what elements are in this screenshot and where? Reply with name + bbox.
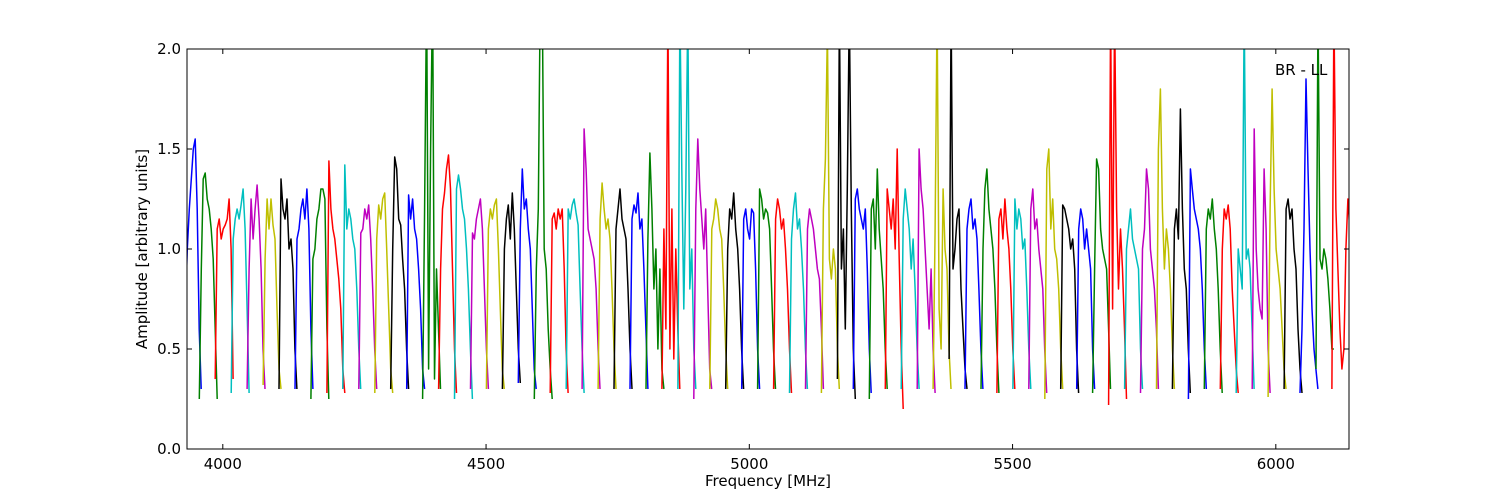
segment-line-44 <box>884 148 904 410</box>
segment-line-7 <box>294 188 314 390</box>
segment-line-9 <box>326 160 346 394</box>
segment-line-0 <box>187 138 202 390</box>
segment-line-31 <box>677 49 697 390</box>
segment-line-20 <box>501 192 522 390</box>
segment-line-40 <box>820 49 841 394</box>
segment-line-30 <box>661 49 681 390</box>
segment-line-47 <box>932 49 952 390</box>
segment-line-58 <box>1107 49 1128 406</box>
segment-line-1 <box>198 172 218 400</box>
plot-frame <box>186 48 1350 450</box>
segment-line-27 <box>613 188 633 390</box>
segment-line-35 <box>740 208 761 390</box>
segment-line-24 <box>565 198 585 394</box>
segment-line-5 <box>262 198 282 390</box>
x-tick-label: 5500 <box>993 455 1031 473</box>
segment-line-62 <box>1171 108 1192 394</box>
ticks-group: 4000 4500 5000 5500 6000 0.0 0.5 1.0 1.5 2.0 <box>157 40 1349 473</box>
segment-line-59 <box>1123 208 1144 390</box>
segment-line-36 <box>756 188 777 390</box>
x-tick-label: 6000 <box>1257 455 1295 473</box>
segment-line-34 <box>724 192 745 390</box>
series-group <box>187 49 1349 410</box>
y-tick-label: 1.0 <box>157 240 181 258</box>
segment-line-69 <box>1283 198 1303 394</box>
x-tick-label: 4500 <box>467 455 505 473</box>
segment-line-19 <box>485 198 506 390</box>
segment-line-48 <box>948 49 968 390</box>
segment-line-37 <box>772 198 793 394</box>
segment-line-43 <box>868 168 888 400</box>
segment-line-41 <box>836 49 857 400</box>
segment-line-65 <box>1219 204 1239 394</box>
x-tick-label: 5000 <box>730 455 768 473</box>
segment-line-18 <box>469 198 490 390</box>
segment-line-26 <box>597 182 617 390</box>
segment-line-6 <box>278 178 298 390</box>
segment-line-70 <box>1299 78 1319 394</box>
segment-line-55 <box>1059 204 1080 394</box>
segment-line-61 <box>1155 88 1176 390</box>
x-tick-label: 4000 <box>204 455 242 473</box>
y-tick-label: 2.0 <box>157 40 181 58</box>
segment-line-49 <box>964 198 984 390</box>
segment-line-12 <box>374 192 394 394</box>
segment-line-64 <box>1203 198 1223 394</box>
segment-line-2 <box>214 198 234 380</box>
segment-line-8 <box>310 188 330 400</box>
segment-line-38 <box>788 192 809 394</box>
segment-line-67 <box>1251 128 1271 394</box>
segment-line-33 <box>709 198 729 390</box>
segment-line-53 <box>1028 188 1048 394</box>
segment-line-22 <box>533 49 553 400</box>
y-axis-label: Amplitude [arbitrary units] <box>133 149 151 349</box>
segment-line-60 <box>1139 168 1160 394</box>
segment-line-54 <box>1044 148 1064 400</box>
segment-line-45 <box>900 188 920 390</box>
y-tick-label: 1.5 <box>157 140 181 158</box>
segment-line-32 <box>693 138 713 400</box>
segment-line-63 <box>1187 168 1208 400</box>
segment-line-13 <box>389 156 410 390</box>
segment-line-72 <box>1331 49 1349 390</box>
segment-line-50 <box>980 168 1000 394</box>
segment-line-10 <box>342 164 362 390</box>
segment-line-56 <box>1075 208 1096 390</box>
segment-line-29 <box>645 152 665 390</box>
segment-line-46 <box>916 148 936 394</box>
segment-line-3 <box>230 188 250 394</box>
segment-line-52 <box>1012 198 1032 390</box>
plot-area <box>187 49 1349 449</box>
segment-line-23 <box>549 208 569 394</box>
segment-line-11 <box>358 204 378 390</box>
segment-line-39 <box>804 208 825 390</box>
segment-line-42 <box>852 188 872 394</box>
segment-line-66 <box>1235 49 1255 394</box>
segment-line-25 <box>581 128 601 390</box>
annotation-label: BR - LL <box>1275 61 1328 79</box>
segment-line-16 <box>437 154 458 394</box>
y-tick-label: 0.5 <box>157 340 181 358</box>
segment-line-51 <box>996 198 1016 394</box>
segment-line-17 <box>453 174 474 400</box>
segment-line-14 <box>405 194 426 390</box>
x-axis-label: Frequency [MHz] <box>705 472 831 490</box>
segment-line-57 <box>1091 158 1112 394</box>
y-tick-label: 0.0 <box>157 440 181 458</box>
segment-line-28 <box>629 192 649 390</box>
segment-line-68 <box>1267 88 1287 398</box>
segment-line-21 <box>517 168 537 390</box>
segment-line-4 <box>246 184 266 390</box>
segment-line-15 <box>421 49 442 400</box>
segment-line-71 <box>1315 49 1334 370</box>
